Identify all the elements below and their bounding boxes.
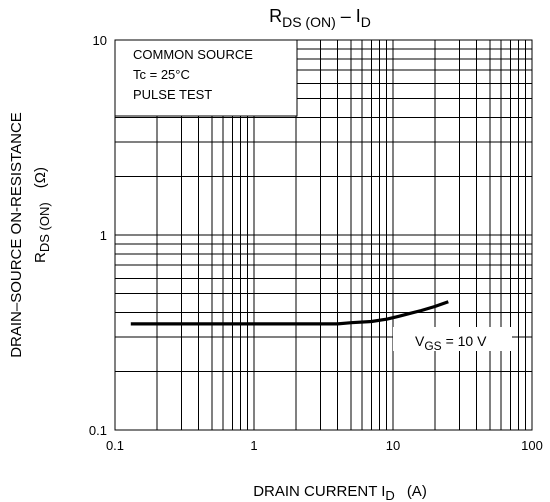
y-tick-label: 1 [100,228,107,243]
plot-frame [114,39,533,431]
condition-pulse-test: PULSE TEST [133,87,212,102]
x-tick-label: 1 [250,438,257,453]
series-label-vgs: VGS = 10 V [393,327,512,353]
x-tick-label: 100 [521,438,543,453]
svg-text:RDS (ON)(Ω): RDS (ON)(Ω) [32,167,52,263]
chart-title: RDS (ON) – ID [269,6,371,30]
x-axis-label: DRAIN CURRENT ID (A) [253,483,427,502]
condition-common-source: COMMON SOURCE [133,47,253,62]
condition-temperature: Tc = 25°C [133,67,190,82]
y-tick-labels: 0.1 1 10 [89,33,107,438]
y-axis-label: DRAIN–SOURCE ON-RESISTANCE RDS (ON)(Ω) [8,112,52,358]
svg-text:VGS = 10 V: VGS = 10 V [415,333,487,353]
x-tick-label: 0.1 [106,438,124,453]
conditions-box: COMMON SOURCE Tc = 25°C PULSE TEST [114,39,298,117]
svg-text:DRAIN–SOURCE ON-RESISTANCE: DRAIN–SOURCE ON-RESISTANCE [8,112,25,358]
x-tick-label: 10 [386,438,400,453]
y-tick-label: 10 [93,33,107,48]
x-tick-labels: 0.1 1 10 100 [106,438,543,453]
series-vgs-10v-line [130,300,449,326]
y-tick-label: 0.1 [89,423,107,438]
